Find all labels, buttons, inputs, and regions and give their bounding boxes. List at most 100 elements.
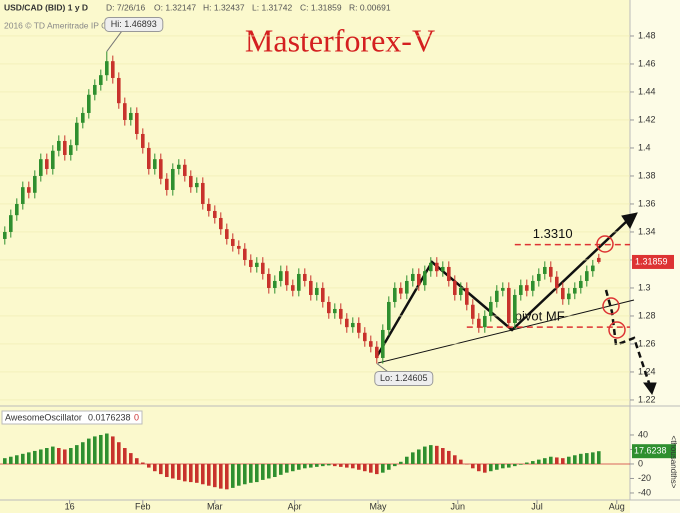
osc-bar — [303, 463, 307, 469]
osc-bar — [585, 453, 589, 464]
level-label: pivot MF — [515, 309, 565, 324]
candle-body — [171, 168, 175, 190]
osc-bar — [417, 449, 421, 464]
osc-bar — [453, 455, 457, 464]
annotation-label: Hi: 1.46893 — [111, 19, 157, 29]
candle-body — [189, 175, 193, 188]
osc-bar — [189, 463, 193, 483]
candle-body — [183, 164, 187, 176]
candle-body — [285, 271, 289, 286]
candle-body — [153, 159, 157, 169]
candle-body — [507, 287, 511, 323]
y-tick-label: 1.46 — [638, 58, 656, 68]
candle-body — [93, 84, 97, 95]
osc-unit: <thousandths> — [669, 436, 678, 489]
osc-value: 0.0176238 — [88, 412, 131, 422]
osc-bar — [75, 445, 79, 464]
candle-body — [411, 273, 415, 281]
candle-body — [369, 341, 373, 347]
candle-body — [441, 266, 445, 272]
candle-body — [483, 315, 487, 328]
osc-bar — [165, 463, 169, 478]
candle-body — [159, 159, 163, 179]
candle-body — [585, 271, 589, 281]
candle-body — [63, 140, 67, 155]
candle-body — [21, 187, 25, 204]
candle-body — [297, 273, 301, 291]
osc-bar — [369, 463, 373, 473]
candle-body — [99, 75, 103, 85]
osc-name: AwesomeOscillator — [5, 412, 82, 422]
osc-bar — [405, 456, 409, 464]
osc-bar — [477, 463, 481, 472]
osc-bar — [507, 463, 511, 468]
candle-body — [519, 285, 523, 295]
candle-body — [465, 287, 469, 305]
osc-bar — [63, 449, 67, 464]
osc-bar — [321, 463, 325, 467]
osc-bar — [315, 463, 319, 467]
candle-body — [207, 203, 211, 211]
candle-body — [435, 262, 439, 272]
osc-bar — [147, 463, 151, 468]
candle-body — [279, 271, 283, 281]
osc-bar — [33, 450, 37, 464]
osc-name-box — [1, 410, 143, 425]
arrow-head — [621, 212, 638, 230]
y-tick-label: 1.36 — [638, 198, 656, 208]
candle-body — [51, 150, 55, 169]
osc-bar — [483, 463, 487, 473]
symbol: USD/CAD (BID) 1 y D — [4, 2, 88, 12]
candle-body — [417, 273, 421, 286]
candle-body — [333, 308, 337, 314]
osc-bar — [447, 450, 451, 464]
candle-body — [489, 301, 493, 316]
y-tick-label: 1.24 — [638, 366, 656, 376]
candle-body — [321, 287, 325, 302]
candle-body — [81, 112, 85, 123]
osc-bar — [345, 463, 349, 468]
candle-body — [273, 280, 277, 288]
copyright: 2016 © TD Ameritrade IP Company, Inc. — [4, 20, 155, 30]
osc-y-tick-label: 40 — [638, 429, 648, 439]
candle-body — [591, 265, 595, 272]
osc-bar — [207, 463, 211, 486]
osc-bar — [267, 463, 271, 479]
osc-bar — [513, 463, 517, 467]
candle-body — [231, 238, 235, 246]
osc-last-tag — [632, 444, 676, 459]
osc-bar — [153, 463, 157, 472]
y-tick-label: 1.42 — [638, 114, 656, 124]
y-tick-label: 1.34 — [638, 226, 656, 236]
osc-bar — [423, 446, 427, 464]
trend-line — [374, 219, 629, 359]
candle-body — [87, 94, 91, 113]
candle-body — [447, 266, 451, 281]
x-tick-label: Aug — [609, 501, 625, 511]
y-tick-label: 1.28 — [638, 310, 656, 320]
candle-body — [117, 77, 121, 104]
x-tick-label: Feb — [135, 501, 151, 511]
osc-bar — [255, 463, 259, 483]
osc-bar — [297, 463, 301, 470]
osc-bar — [141, 462, 145, 464]
osc-bar — [549, 456, 553, 464]
x-tick-label: May — [369, 501, 387, 511]
candle-body — [45, 159, 49, 169]
osc-bar — [351, 463, 355, 469]
annotation-label: Lo: 1.24605 — [380, 373, 428, 383]
osc-bar — [489, 463, 493, 472]
osc-bar — [537, 459, 541, 464]
candle-body — [165, 178, 169, 190]
osc-bar — [495, 463, 499, 470]
last-price-label: 1.31859 — [635, 256, 668, 266]
candle-body — [387, 301, 391, 330]
candle-body — [399, 287, 403, 294]
osc-bar — [3, 458, 7, 464]
candle-body — [177, 164, 181, 169]
y-tick-label: 1.48 — [638, 30, 656, 40]
osc-bar — [111, 436, 115, 464]
header-low: L: 1.31742 — [252, 2, 292, 12]
candle-body — [471, 304, 475, 319]
candle-body — [249, 259, 253, 267]
